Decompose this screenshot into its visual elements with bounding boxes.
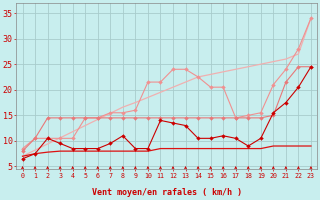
X-axis label: Vent moyen/en rafales ( km/h ): Vent moyen/en rafales ( km/h ) [92, 188, 242, 197]
